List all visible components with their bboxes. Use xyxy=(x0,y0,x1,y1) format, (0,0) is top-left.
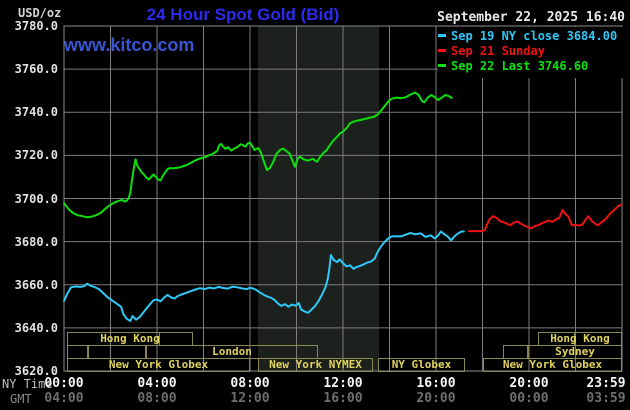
session-label: Hong Kong xyxy=(550,332,610,345)
x-tick-label-ny: 23:59 xyxy=(586,376,626,391)
y-tick-label: 3660.0 xyxy=(14,277,58,292)
session-label: Hong Kong xyxy=(100,332,160,345)
session-label: New York Globex xyxy=(502,358,603,371)
x-tick-label-gmt: 04:00 xyxy=(44,391,84,406)
chart-timestamp: September 22, 2025 16:40 xyxy=(437,10,625,25)
session-divider xyxy=(159,333,160,345)
session-label: New York Globex xyxy=(108,358,209,371)
chart-title: 24 Hour Spot Gold (Bid) xyxy=(146,5,340,24)
x-tick-label-gmt: 08:00 xyxy=(137,391,177,406)
y-tick-label: 3680.0 xyxy=(14,234,58,249)
x-tick-label-ny: 00:00 xyxy=(44,376,84,391)
legend-dash-icon xyxy=(438,64,446,67)
price-line-sep-22-last xyxy=(63,91,453,219)
legend-item-sep19: Sep 19 NY close 3684.00 xyxy=(438,29,617,43)
y-tick-label: 3780.0 xyxy=(14,19,58,33)
y-tick-label: 3700.0 xyxy=(14,191,58,206)
session-box-hong-kong: Hong Kong xyxy=(538,332,622,346)
session-box xyxy=(88,345,146,359)
session-label: New York NYMEX xyxy=(269,358,362,371)
session-box-hong-kong: Hong Kong xyxy=(67,332,193,346)
session-box-new-york-globex: New York Globex xyxy=(67,358,250,372)
y-tick-label: 3620.0 xyxy=(14,364,58,378)
x-axis-gmt-label: GMT xyxy=(10,392,32,406)
y-tick-label: 3760.0 xyxy=(14,62,58,77)
y-axis-unit-label: USD/oz xyxy=(18,6,62,20)
session-box-sydney: Sydney xyxy=(528,345,622,359)
session-box-new-york-nymex: New York NYMEX xyxy=(258,358,373,372)
x-tick-label-gmt: 03:59 xyxy=(586,391,626,406)
x-tick-label-gmt: 12:00 xyxy=(230,391,270,406)
x-axis-ny-time-label: NY Time xyxy=(2,377,53,391)
session-label: Sydney xyxy=(555,345,595,358)
session-label: NY Globex xyxy=(391,358,452,371)
legend-dash-icon xyxy=(438,49,446,52)
session-box-ny-globex: NY Globex xyxy=(378,358,465,372)
price-line-sep-19-ny-close xyxy=(63,230,465,322)
y-tick-label: 3740.0 xyxy=(14,105,58,120)
x-tick-label-ny: 12:00 xyxy=(323,376,363,391)
session-box xyxy=(67,345,88,359)
y-tick-label: 3720.0 xyxy=(14,148,58,163)
x-tick-label-ny: 04:00 xyxy=(137,376,177,391)
price-line-sep-21-sunday xyxy=(468,203,623,233)
session-box-london: London xyxy=(146,345,318,359)
x-tick-label-gmt: 20:00 xyxy=(416,391,456,406)
legend-dash-icon xyxy=(438,34,446,37)
legend-item-sep21: Sep 21 Sunday xyxy=(438,44,545,58)
y-tick-label: 3640.0 xyxy=(14,320,58,335)
kitco-watermark-link[interactable]: www.kitco.com xyxy=(64,35,195,55)
x-tick-label-gmt: 16:00 xyxy=(323,391,363,406)
x-tick-label-ny: 20:00 xyxy=(509,376,549,391)
x-tick-label-gmt: 00:00 xyxy=(509,391,549,406)
session-box-new-york-globex: New York Globex xyxy=(483,358,622,372)
legend-item-sep22: Sep 22 Last 3746.60 xyxy=(438,59,588,73)
x-tick-label-ny: 08:00 xyxy=(230,376,270,391)
session-box xyxy=(503,345,528,359)
x-tick-label-ny: 16:00 xyxy=(416,376,456,391)
session-divider xyxy=(574,333,575,345)
legend: Sep 19 NY close 3684.00 Sep 21 Sunday Se… xyxy=(438,27,630,78)
session-label: London xyxy=(212,345,252,358)
